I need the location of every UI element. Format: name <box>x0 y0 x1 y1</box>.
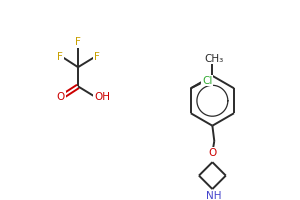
Text: F: F <box>94 52 100 62</box>
Text: OH: OH <box>94 92 110 102</box>
Text: CH₃: CH₃ <box>205 54 224 64</box>
Text: Cl: Cl <box>202 76 212 86</box>
Text: NH: NH <box>206 191 221 200</box>
Text: O: O <box>57 92 65 102</box>
Text: O: O <box>208 148 217 158</box>
Text: F: F <box>75 37 81 47</box>
Text: F: F <box>57 52 63 62</box>
